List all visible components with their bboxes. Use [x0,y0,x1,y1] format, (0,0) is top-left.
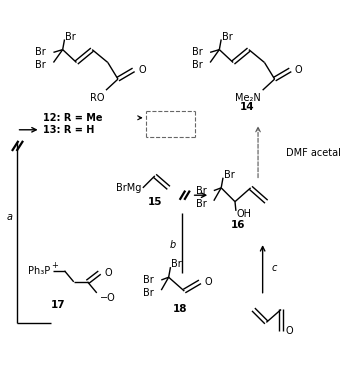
Text: O: O [205,277,212,287]
Text: −O: −O [99,292,115,302]
Text: Br: Br [143,288,154,298]
Text: Br: Br [66,32,76,42]
Text: O: O [295,65,303,75]
Text: 12: R = Me: 12: R = Me [43,113,103,123]
Text: BrMg: BrMg [116,183,141,193]
Text: Br: Br [224,170,235,180]
Text: 16: 16 [230,220,245,230]
Text: Br: Br [35,47,46,57]
Text: b: b [170,240,176,250]
Text: Me₂N: Me₂N [235,93,261,103]
Text: O: O [286,326,293,336]
Text: DMF acetal: DMF acetal [286,148,341,158]
Text: 15: 15 [148,197,162,207]
Text: Br: Br [35,60,46,70]
Text: c: c [272,263,277,273]
Text: Br: Br [143,275,154,285]
Text: 14: 14 [240,102,254,112]
Text: O: O [138,65,146,75]
Text: O: O [104,267,112,278]
Text: Br: Br [192,60,203,70]
Text: Br: Br [196,199,206,209]
Text: +: + [51,261,58,270]
Text: Ph₃P: Ph₃P [28,266,50,276]
Text: 18: 18 [172,305,187,314]
Text: RO: RO [90,93,104,103]
Text: OH: OH [237,209,252,219]
Text: 17: 17 [51,300,65,310]
Text: Br: Br [192,47,203,57]
Text: 13: R = H: 13: R = H [43,125,95,135]
Text: a: a [6,212,12,222]
Text: Br: Br [196,186,206,196]
Text: Br: Br [171,259,182,269]
Text: Br: Br [222,32,233,42]
